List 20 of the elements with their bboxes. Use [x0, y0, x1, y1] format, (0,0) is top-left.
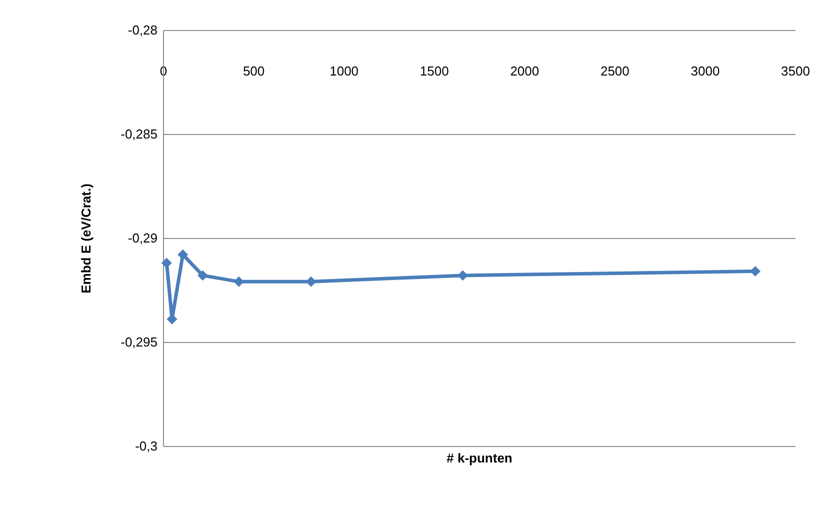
point	[750, 266, 761, 277]
x-tick-label: 3500	[781, 64, 810, 78]
y-tick-label: -0,285	[120, 126, 158, 142]
x-tick-label: 500	[242, 64, 265, 78]
y-tick-label: -0,29	[128, 230, 158, 246]
y-axis-title: Embd E (eV/Crat.)	[78, 184, 94, 294]
x-tick-label: 1500	[420, 64, 449, 78]
point	[161, 258, 172, 268]
point	[458, 270, 468, 281]
x-axis-title: # k-punten	[446, 450, 512, 466]
y-tick-label: -0,3	[135, 438, 158, 454]
x-tick-label: 1000	[330, 64, 359, 78]
point	[178, 249, 188, 260]
point	[306, 276, 316, 287]
y-tick-label: -0,28	[128, 22, 158, 38]
x-tick-label: 2500	[600, 64, 630, 78]
y-tick-label: -0,295	[120, 334, 158, 350]
x-tick-label: 3000	[690, 64, 720, 78]
point	[197, 270, 208, 281]
x-tick-label: 2000	[510, 64, 540, 78]
